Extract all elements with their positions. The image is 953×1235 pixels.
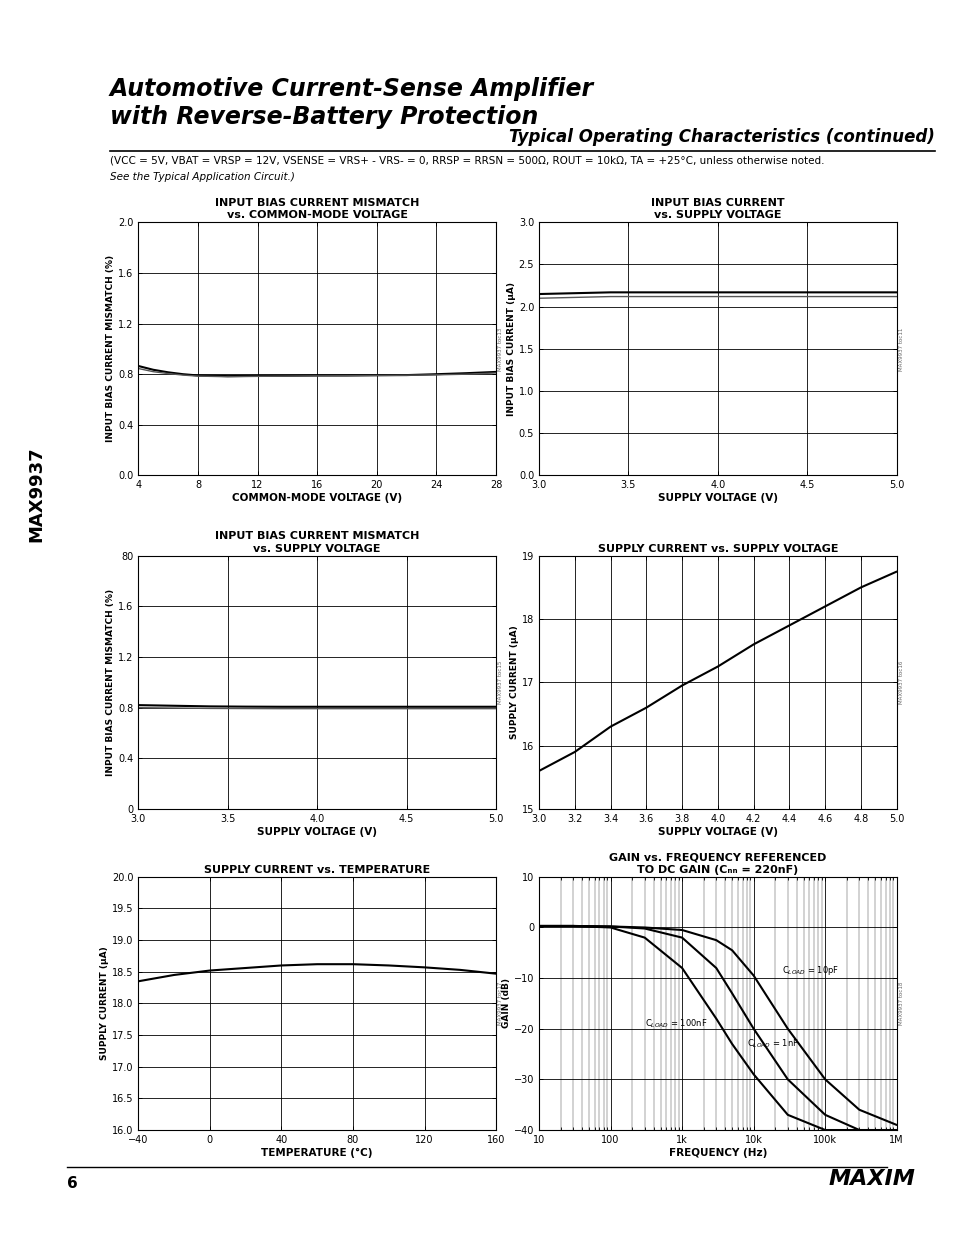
Text: MAX9937 toc13: MAX9937 toc13	[497, 327, 502, 370]
Text: MAX9937 toc17: MAX9937 toc17	[497, 982, 502, 1025]
Y-axis label: INPUT BIAS CURRENT (μA): INPUT BIAS CURRENT (μA)	[506, 282, 516, 416]
Text: C$_{LOAD}$ = 1nF: C$_{LOAD}$ = 1nF	[746, 1037, 798, 1050]
Text: MAXIM: MAXIM	[828, 1170, 915, 1189]
Title: INPUT BIAS CURRENT MISMATCH
vs. SUPPLY VOLTAGE: INPUT BIAS CURRENT MISMATCH vs. SUPPLY V…	[214, 531, 419, 553]
Y-axis label: INPUT BIAS CURRENT MISMATCH (%): INPUT BIAS CURRENT MISMATCH (%)	[106, 256, 115, 442]
Y-axis label: GAIN (dB): GAIN (dB)	[501, 978, 511, 1029]
Y-axis label: INPUT BIAS CURRENT MISMATCH (%): INPUT BIAS CURRENT MISMATCH (%)	[106, 589, 115, 776]
Text: 6: 6	[67, 1176, 77, 1191]
Text: with Reverse-Battery Protection: with Reverse-Battery Protection	[110, 105, 537, 128]
X-axis label: SUPPLY VOLTAGE (V): SUPPLY VOLTAGE (V)	[658, 493, 777, 503]
Text: MAX9937: MAX9937	[28, 446, 45, 542]
Text: MAX9937 toc18: MAX9937 toc18	[898, 982, 902, 1025]
X-axis label: COMMON-MODE VOLTAGE (V): COMMON-MODE VOLTAGE (V)	[232, 493, 402, 503]
Title: GAIN vs. FREQUENCY REFERENCED
TO DC GAIN (Cₙₙ = 220nF): GAIN vs. FREQUENCY REFERENCED TO DC GAIN…	[609, 852, 825, 874]
Text: Automotive Current-Sense Amplifier: Automotive Current-Sense Amplifier	[110, 77, 593, 100]
Text: See the Typical Application Circuit.): See the Typical Application Circuit.)	[110, 172, 294, 182]
Title: SUPPLY CURRENT vs. TEMPERATURE: SUPPLY CURRENT vs. TEMPERATURE	[204, 864, 430, 874]
Title: INPUT BIAS CURRENT
vs. SUPPLY VOLTAGE: INPUT BIAS CURRENT vs. SUPPLY VOLTAGE	[650, 198, 784, 220]
Text: (VCC = 5V, VBAT = VRSP = 12V, VSENSE = VRS+ - VRS- = 0, RRSP = RRSN = 500Ω, ROUT: (VCC = 5V, VBAT = VRSP = 12V, VSENSE = V…	[110, 156, 823, 165]
Text: C$_{LOAD}$ = 10pF: C$_{LOAD}$ = 10pF	[781, 965, 839, 977]
X-axis label: FREQUENCY (Hz): FREQUENCY (Hz)	[668, 1147, 766, 1157]
X-axis label: TEMPERATURE (°C): TEMPERATURE (°C)	[261, 1147, 373, 1157]
Text: MAX9937 toc16: MAX9937 toc16	[898, 661, 902, 704]
X-axis label: SUPPLY VOLTAGE (V): SUPPLY VOLTAGE (V)	[658, 826, 777, 836]
Y-axis label: SUPPLY CURRENT (μA): SUPPLY CURRENT (μA)	[510, 625, 518, 740]
Title: INPUT BIAS CURRENT MISMATCH
vs. COMMON-MODE VOLTAGE: INPUT BIAS CURRENT MISMATCH vs. COMMON-M…	[214, 198, 419, 220]
Text: C$_{LOAD}$ = 100nF: C$_{LOAD}$ = 100nF	[644, 1018, 706, 1030]
Title: SUPPLY CURRENT vs. SUPPLY VOLTAGE: SUPPLY CURRENT vs. SUPPLY VOLTAGE	[597, 543, 838, 553]
Text: MAX9937 toc11: MAX9937 toc11	[898, 327, 902, 370]
Text: MAX9937 toc15: MAX9937 toc15	[497, 661, 502, 704]
Text: Typical Operating Characteristics (continued): Typical Operating Characteristics (conti…	[509, 127, 934, 146]
Y-axis label: SUPPLY CURRENT (μA): SUPPLY CURRENT (μA)	[100, 946, 109, 1061]
X-axis label: SUPPLY VOLTAGE (V): SUPPLY VOLTAGE (V)	[257, 826, 376, 836]
